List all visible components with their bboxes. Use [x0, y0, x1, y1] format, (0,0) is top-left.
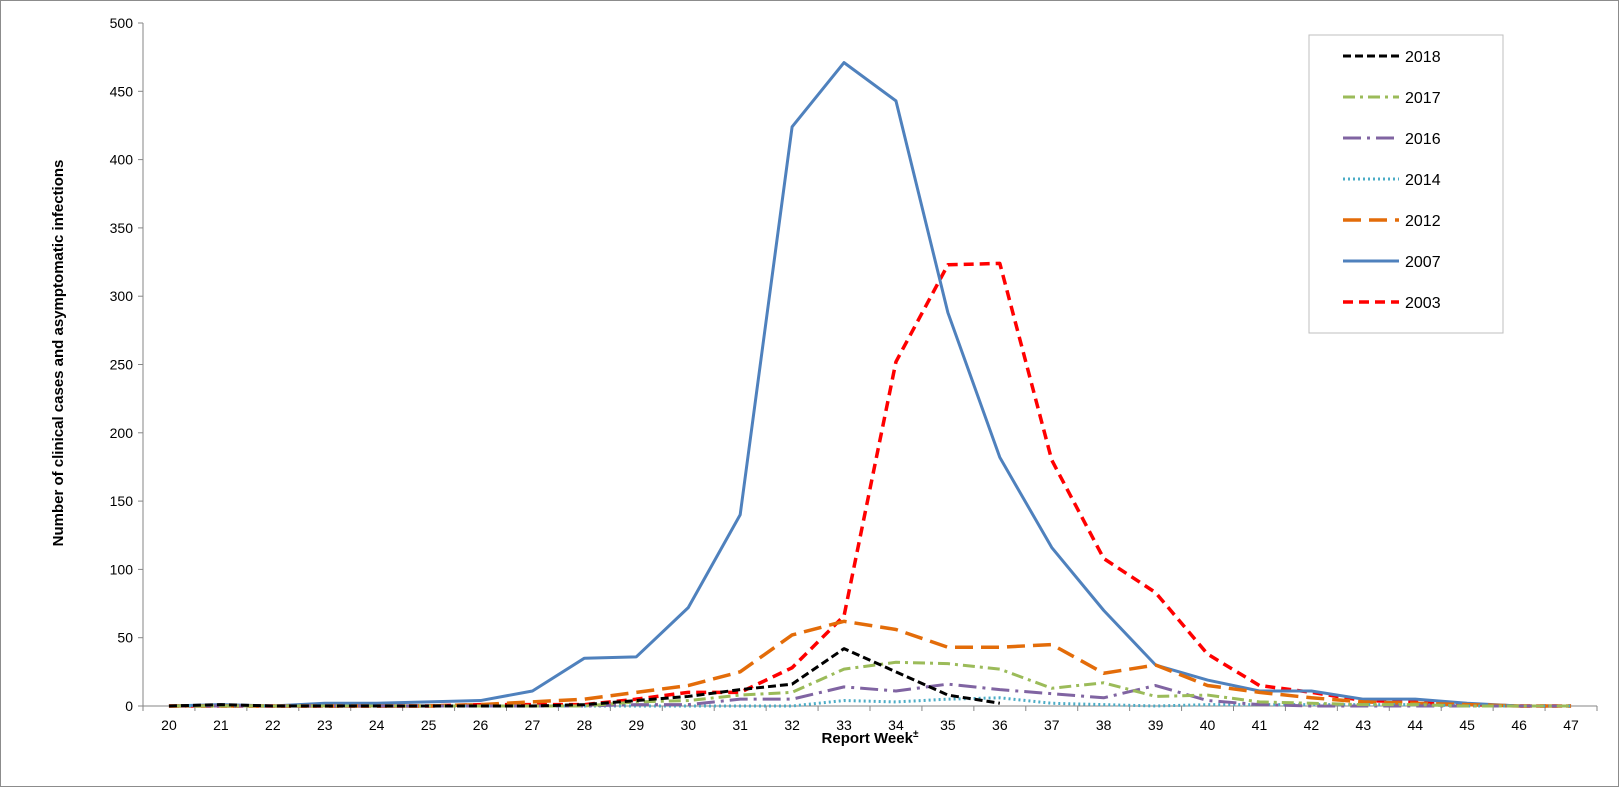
legend-label-2018: 2018 — [1405, 49, 1441, 66]
y-tick-label: 450 — [110, 83, 134, 99]
series-line-2012 — [168, 619, 1572, 708]
x-tick-label: 25 — [421, 717, 437, 733]
legend-box — [1308, 34, 1504, 334]
x-axis-title-text: Report Week — [822, 730, 914, 747]
x-tick-label: 20 — [161, 717, 177, 733]
x-tick-label: 38 — [1096, 717, 1112, 733]
x-tick-label: 34 — [888, 717, 904, 733]
x-tick-label: 42 — [1304, 717, 1320, 733]
y-axis-title: Number of clinical cases and asymptomati… — [50, 160, 67, 547]
x-tick-label: 31 — [732, 717, 748, 733]
x-tick-label: 21 — [213, 717, 229, 733]
x-tick-label: 33 — [836, 717, 852, 733]
x-axis-title-superscript: ± — [913, 729, 919, 740]
x-tick-label: 24 — [369, 717, 385, 733]
x-tick-label: 35 — [940, 717, 956, 733]
x-axis-title: Report Week± — [822, 729, 919, 747]
x-tick-label: 29 — [629, 717, 645, 733]
legend-label-2017: 2017 — [1405, 90, 1441, 107]
legend: 2018 2017 2016 2014 2012 2007 2003 — [1308, 34, 1504, 334]
x-tick-label: 28 — [577, 717, 593, 733]
x-tick-label: 47 — [1563, 717, 1579, 733]
y-tick-labels: 0 50 100 150 200 250 300 350 400 450 500 — [110, 15, 143, 714]
x-tick-label: 43 — [1356, 717, 1372, 733]
x-tick-label: 40 — [1200, 717, 1216, 733]
y-tick-label: 500 — [110, 15, 134, 31]
x-tick-label: 32 — [784, 717, 800, 733]
x-tick-label: 39 — [1148, 717, 1164, 733]
y-tick-label: 250 — [110, 357, 134, 373]
x-tick-label: 44 — [1407, 717, 1423, 733]
y-tick-label: 400 — [110, 152, 134, 168]
x-tick-labels: 20 21 22 23 24 25 26 27 28 29 30 31 32 33 34 35 36 37 38 39… — [142, 706, 1598, 733]
x-tick-label: 27 — [525, 717, 541, 733]
y-tick-label: 100 — [110, 561, 134, 577]
y-tick-label: 150 — [110, 493, 134, 509]
x-tick-label: 37 — [1044, 717, 1060, 733]
y-tick-label: 50 — [117, 630, 133, 646]
series-lines — [168, 61, 1572, 708]
legend-label-2007: 2007 — [1405, 254, 1441, 271]
series-line-2007 — [168, 61, 1572, 708]
x-tick-label: 30 — [680, 717, 696, 733]
x-tick-label: 46 — [1511, 717, 1527, 733]
series-line-2014 — [168, 696, 1572, 708]
y-tick-label: 350 — [110, 220, 134, 236]
y-tick-label: 300 — [110, 288, 134, 304]
legend-label-2014: 2014 — [1405, 172, 1441, 189]
legend-label-2003: 2003 — [1405, 295, 1441, 312]
x-tick-label: 23 — [317, 717, 333, 733]
x-tick-label: 41 — [1252, 717, 1268, 733]
x-tick-label: 36 — [992, 717, 1008, 733]
x-tick-label: 26 — [473, 717, 489, 733]
legend-label-2012: 2012 — [1405, 213, 1441, 230]
y-tick-label: 0 — [125, 698, 133, 714]
x-tick-label: 45 — [1459, 717, 1475, 733]
y-tick-label: 200 — [110, 425, 134, 441]
series-line-2018 — [168, 647, 1001, 708]
x-tick-label: 22 — [265, 717, 281, 733]
legend-label-2016: 2016 — [1405, 131, 1441, 148]
